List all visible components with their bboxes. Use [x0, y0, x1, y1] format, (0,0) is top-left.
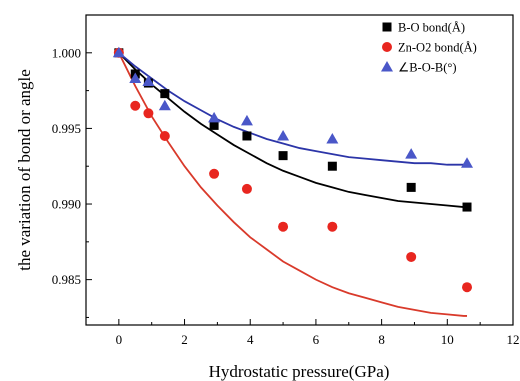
data-point-series-1: [327, 161, 337, 171]
data-point-series-1: [160, 89, 170, 99]
legend-marker-series-3: [381, 61, 393, 72]
x-tick-label: 2: [181, 332, 188, 347]
x-axis: 0 2 4 6 8 10 12: [85, 319, 520, 347]
legend: B-O bond(Å) Zn-O2 bond(Å) ∠B-O-B(°): [381, 21, 477, 75]
data-point-series-1: [406, 182, 416, 192]
x-tick-label: 10: [441, 332, 454, 347]
y-axis-title: the variation of bond or angle: [15, 69, 34, 271]
legend-label-series-3: ∠B-O-B(°): [398, 61, 457, 75]
data-point-series-3: [240, 114, 253, 126]
legend-label-series-1: B-O bond(Å): [398, 21, 465, 35]
fit-lines: [118, 52, 468, 317]
data-point-series-2: [327, 221, 338, 232]
data-point-series-3: [277, 129, 290, 141]
data-point-series-3: [112, 46, 125, 58]
data-point-series-2: [278, 221, 289, 232]
data-point-series-1: [462, 202, 472, 212]
data-point-series-3: [405, 148, 418, 159]
x-axis-title: Hydrostatic pressure(GPa): [209, 362, 390, 381]
data-point-series-2: [159, 130, 170, 141]
plot-frame: [85, 14, 514, 326]
data-point-series-2: [143, 108, 154, 119]
data-point-series-3: [461, 157, 474, 168]
x-tick-label: 4: [247, 332, 254, 347]
data-point-series-1: [209, 120, 219, 130]
legend-label-series-2: Zn-O2 bond(Å): [398, 41, 477, 55]
data-point-series-1: [278, 151, 288, 161]
data-point-series-3: [158, 99, 171, 111]
data-point-series-3: [208, 111, 221, 123]
y-axis: 0.985 0.990 0.995 1.000: [52, 45, 92, 318]
x-tick-label: 12: [507, 332, 520, 347]
data-point-series-3: [142, 75, 155, 87]
y-tick-label: 1.000: [52, 45, 81, 60]
x-tick-label: 0: [116, 332, 123, 347]
data-point-series-2: [209, 168, 220, 179]
data-point-series-2: [130, 100, 141, 111]
y-tick-label: 0.985: [52, 272, 81, 287]
data-markers: [112, 46, 474, 293]
data-point-series-2: [462, 282, 473, 293]
x-tick-label: 6: [313, 332, 320, 347]
data-point-series-2: [406, 251, 417, 262]
data-point-series-3: [326, 133, 339, 144]
data-point-series-3: [129, 72, 142, 84]
fit-curve-series-3: [118, 52, 468, 166]
data-point-series-1: [242, 131, 252, 141]
fit-curve-series-1: [118, 52, 468, 208]
fit-curve-series-2: [118, 52, 468, 317]
y-tick-label: 0.990: [52, 197, 81, 212]
legend-marker-series-2: [382, 42, 392, 52]
legend-marker-series-1: [382, 22, 392, 32]
y-tick-label: 0.995: [52, 121, 81, 136]
x-tick-label: 8: [378, 332, 385, 347]
data-point-series-2: [241, 183, 252, 194]
